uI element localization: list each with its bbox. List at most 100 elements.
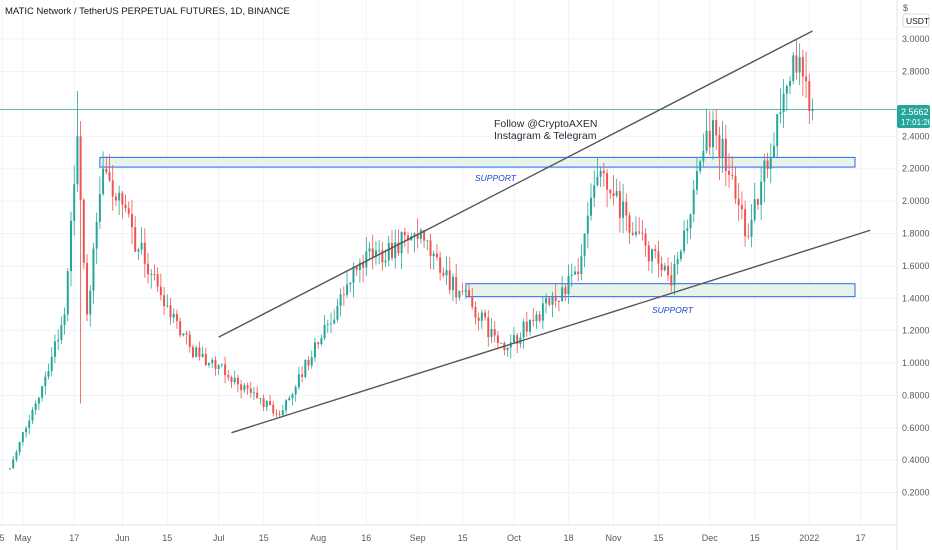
candle [60,316,63,344]
candle [419,228,422,244]
candle [529,319,532,336]
candle [599,167,602,187]
candle [538,310,541,323]
candle [692,179,695,223]
support-label-upper: SUPPORT [475,173,517,183]
candle [25,425,28,438]
candle [811,98,814,121]
candle [740,191,743,220]
candle-body [435,253,438,258]
candle [371,234,374,270]
candle-body [792,55,795,82]
candle [179,317,182,338]
candle-body [159,286,162,296]
candle-body [166,305,169,307]
candle-body [670,275,673,286]
candle-body [108,172,111,181]
grid-lines [0,0,897,525]
candle [195,345,198,358]
candle-body [509,342,512,348]
candle-body [34,403,37,410]
candle-body [368,248,371,252]
candle [477,312,480,331]
candle-body [214,359,217,369]
candle [435,243,438,261]
candle-body [31,409,34,421]
candle [317,341,320,349]
candle [53,334,56,364]
candle-body [660,263,663,271]
candle [98,176,101,230]
candle-body [548,297,551,305]
candle-body [147,263,150,275]
support-zone [99,156,856,168]
trendlines [218,30,871,434]
candle-body [464,290,467,292]
candle-body [740,205,743,210]
candle [644,228,647,257]
candle [702,133,705,168]
candle-body [156,274,159,287]
candle [140,227,143,255]
candle-body [217,365,220,369]
candle [458,290,461,301]
candle-body [69,220,72,272]
x-tick-label: Sep [410,533,426,543]
candle [612,175,615,206]
candle-body [95,221,98,249]
candle-body [731,174,734,177]
candle-body [336,305,339,320]
candle [118,185,121,215]
candle-body [618,191,621,218]
candle-body [529,319,532,332]
candle [734,167,737,204]
candle [695,157,698,195]
candle-body [269,401,272,405]
candle-body [352,266,355,283]
candle [779,88,782,124]
candle [808,73,811,125]
candle-body [734,176,737,199]
candle-body [204,353,207,366]
candle-body [118,192,121,201]
candle-body [512,335,515,343]
candle [596,156,599,187]
candle [439,251,442,281]
candle [484,309,487,321]
candle [262,394,265,412]
candle-body [699,161,702,172]
candle [541,296,544,330]
candle-body [153,273,156,275]
candle [737,183,740,222]
x-tick-label: 15 [750,533,760,543]
candle [442,267,445,278]
candle [557,299,560,312]
unit-box[interactable] [902,13,930,28]
candle [753,182,756,223]
candle [214,356,217,376]
candle [561,275,564,302]
candle [468,283,471,298]
candle [185,330,188,345]
candle [448,256,451,295]
price-tag-countdown: 17:01:26 [901,118,932,127]
candle [750,204,753,248]
candle-body [233,377,236,383]
candle-body [599,170,602,177]
candle [480,309,483,330]
candle [89,285,92,327]
candle [336,298,339,323]
candle-body [288,398,291,401]
candle-body [256,392,259,399]
candle-body [673,264,676,286]
candle-body [275,413,278,415]
candle-body [137,249,140,252]
candle [667,257,670,282]
candle [490,317,493,344]
candle-body [169,305,172,318]
candle [333,309,336,325]
candle-body [577,271,580,274]
candle-body [102,168,105,194]
x-tick-label: May [14,533,32,543]
